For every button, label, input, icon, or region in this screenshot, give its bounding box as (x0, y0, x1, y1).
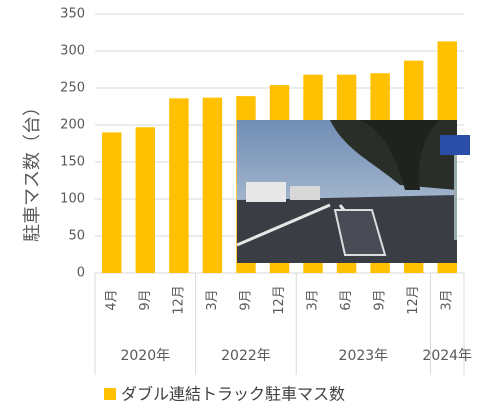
x-tick-label: 3月 (306, 289, 321, 310)
chart: 駐車マス数（台） 0 50 100 150 200 250 300 350 4月 9月 12月 202… (0, 0, 486, 412)
x-tick-label: 4月 (104, 289, 119, 310)
x-tick-label: 9月 (238, 289, 253, 310)
y-tick-label: 100 (60, 192, 85, 207)
x-tick-label: 12月 (272, 285, 287, 315)
x-tick-label: 6月 (339, 289, 354, 310)
y-tick-label: 150 (60, 155, 85, 170)
y-tick-label: 0 (77, 266, 85, 281)
bar (136, 127, 155, 273)
bar (169, 98, 188, 273)
legend-label: ダブル連結トラック駐車マス数 (121, 385, 345, 404)
x-tick-label: 9月 (138, 289, 153, 310)
y-tick-label: 350 (60, 7, 85, 22)
y-tick-label: 250 (60, 81, 85, 96)
group-label: 2020年 (120, 348, 170, 364)
y-axis-title: 駐車マス数（台） (22, 98, 43, 242)
photo (237, 120, 470, 263)
x-tick-label: 12月 (406, 285, 421, 315)
bar (203, 98, 222, 273)
y-tick-label: 50 (68, 229, 85, 244)
bar (102, 132, 121, 273)
legend-swatch (104, 388, 116, 400)
y-tick-label: 300 (60, 44, 85, 59)
x-tick-label: 12月 (171, 285, 186, 315)
group-label: 2023年 (339, 348, 389, 364)
group-label: 2022年 (221, 348, 271, 364)
x-tick-label: 9月 (373, 289, 388, 310)
x-tick-label: 3月 (440, 289, 455, 310)
group-label: 2024年 (422, 348, 472, 364)
y-tick-label: 200 (60, 118, 85, 133)
x-tick-label: 3月 (205, 289, 220, 310)
